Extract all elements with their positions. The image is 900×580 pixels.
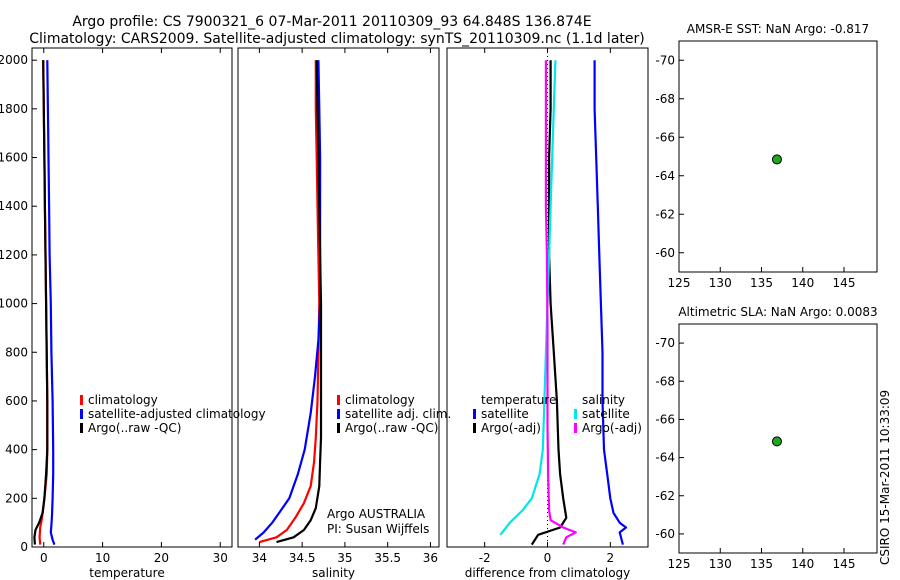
salinity-annotation-line1: Argo AUSTRALIA: [327, 507, 426, 521]
salinity-xtick-label: 34.5: [289, 551, 316, 565]
salinity-series-argo-raw-qc-: [276, 60, 323, 544]
amsre-sst-frame: [678, 40, 878, 273]
amsre-sst-ytick-label: -60: [655, 246, 675, 260]
altimetric-sla-ytick-label: -64: [655, 451, 675, 465]
salinity-xtick-label: 36: [423, 551, 438, 565]
amsre-sst-ytick-label: -66: [655, 130, 675, 144]
salinity-legend-label: climatology: [345, 393, 415, 407]
difference-series-temperature-argo-adj-: [530, 60, 568, 546]
difference-legend-temperature-heading: temperature: [481, 393, 556, 407]
temperature-panel: 0 10 20 30 0 200 400 600 800 1000 1200 1400 1600 1800…: [0, 47, 266, 580]
altimetric-sla-xtick-label: 130: [709, 557, 732, 571]
difference-series-temperature-satellite: [593, 60, 628, 545]
altimetric-sla-map: 125 130 135 140 145 -60 -62 -64 -66 -68 -70 Altimet…: [655, 305, 877, 571]
depth-ytick-label: 1000: [0, 297, 28, 311]
temperature-xtick-label: 0: [40, 551, 48, 565]
depth-ytick-label: 800: [5, 345, 28, 359]
temperature-frame: [31, 47, 233, 548]
amsre-sst-map: 125 130 135 140 145 -60 -62 -64 -66 -68 -70 AMSR-E …: [655, 22, 878, 290]
altimetric-sla-xtick-label: 135: [750, 557, 773, 571]
figure-title-line1: Argo profile: CS 7900321_6 07-Mar-2011 2…: [72, 14, 591, 30]
amsre-sst-xtick-label: 130: [709, 276, 732, 290]
difference-series-salinity-satellite: [499, 60, 557, 536]
amsre-sst-xtick-label: 140: [791, 276, 814, 290]
altimetric-sla-title: Altimetric SLA: NaN Argo: 0.0083: [678, 305, 877, 319]
salinity-panel: 34 34.5 35 35.5 36 salinity climatologysatelli…: [237, 47, 451, 580]
depth-ytick-label: 400: [5, 443, 28, 457]
temperature-xlabel: temperature: [89, 566, 164, 580]
depth-ytick-label: 1400: [0, 199, 28, 213]
temperature-legend-label: Argo(..raw -QC): [88, 421, 181, 435]
depth-ytick-label: 2000: [0, 53, 28, 67]
salinity-legend-label: Argo(..raw -QC): [345, 421, 438, 435]
difference-temperature-legend-label: Argo(-adj): [481, 421, 541, 435]
temperature-series-argo-raw-qc-: [33, 60, 49, 545]
amsre-sst-title: AMSR-E SST: NaN Argo: -0.817: [687, 22, 869, 36]
temperature-xtick-label: 20: [154, 551, 169, 565]
difference-salinity-legend-swatch: [574, 409, 577, 419]
amsre-sst-ytick-label: -70: [655, 53, 675, 67]
salinity-legend-swatch: [337, 409, 340, 419]
salinity-xtick-label: 34: [252, 551, 267, 565]
salinity-series-climatology: [259, 60, 321, 544]
salinity-legend-swatch: [337, 423, 340, 433]
amsre-sst-argo-location-marker: [771, 154, 782, 165]
salinity-xtick-label: 35.5: [374, 551, 401, 565]
difference-legend-salinity-heading: salinity: [582, 393, 625, 407]
temperature-legend-swatch: [80, 423, 83, 433]
altimetric-sla-frame: [678, 323, 878, 554]
temperature-legend-label: climatology: [88, 393, 158, 407]
credit-timestamp: CSIRO 15-Mar-2011 10:33:09: [878, 390, 892, 565]
depth-ytick-label: 1200: [0, 248, 28, 262]
altimetric-sla-ytick-label: -66: [655, 412, 675, 426]
figure-title-line2: Climatology: CARS2009. Satellite-adjuste…: [29, 31, 644, 47]
altimetric-sla-argo-location-marker: [771, 436, 782, 447]
difference-xtick-label: -2: [479, 551, 491, 565]
depth-ytick-label: 200: [5, 491, 28, 505]
salinity-xtick-label: 35: [337, 551, 352, 565]
altimetric-sla-xtick-label: 140: [791, 557, 814, 571]
difference-temperature-legend-label: satellite: [481, 407, 529, 421]
salinity-legend-swatch: [337, 395, 340, 405]
altimetric-sla-ytick-label: -60: [655, 527, 675, 541]
temperature-xtick-label: 30: [213, 551, 228, 565]
temperature-legend-label: satellite-adjusted climatology: [88, 407, 266, 421]
difference-xtick-label: 0: [544, 551, 552, 565]
altimetric-sla-ytick-label: -70: [655, 336, 675, 350]
depth-ytick-label: 1800: [0, 102, 28, 116]
salinity-frame: [237, 47, 440, 548]
salinity-legend-label: satellite adj. clim.: [345, 407, 451, 421]
temperature-series-satellite-adjusted-climatology: [46, 60, 56, 545]
amsre-sst-xtick-label: 145: [833, 276, 856, 290]
amsre-sst-ytick-label: -62: [655, 207, 675, 221]
temperature-legend-swatch: [80, 409, 83, 419]
temperature-legend-swatch: [80, 395, 83, 405]
altimetric-sla-xtick-label: 145: [833, 557, 856, 571]
salinity-annotation-line2: PI: Susan Wijffels: [327, 522, 429, 536]
difference-temperature-legend-swatch: [473, 423, 476, 433]
difference-temperature-legend-swatch: [473, 409, 476, 419]
amsre-sst-ytick-label: -64: [655, 169, 675, 183]
amsre-sst-ytick-label: -68: [655, 92, 675, 106]
depth-ytick-label: 600: [5, 394, 28, 408]
difference-salinity-legend-label: Argo(-adj): [582, 421, 642, 435]
amsre-sst-xtick-label: 135: [750, 276, 773, 290]
difference-series-salinity-argo-adj-: [544, 60, 577, 546]
difference-xlabel: difference from climatology: [465, 566, 631, 580]
difference-xtick-label: 2: [606, 551, 614, 565]
difference-salinity-legend-label: satellite: [582, 407, 630, 421]
depth-ytick-label: 1600: [0, 151, 28, 165]
altimetric-sla-ytick-label: -68: [655, 374, 675, 388]
salinity-xlabel: salinity: [312, 566, 355, 580]
difference-salinity-legend-swatch: [574, 423, 577, 433]
altimetric-sla-ytick-label: -62: [655, 489, 675, 503]
altimetric-sla-xtick-label: 125: [668, 557, 691, 571]
amsre-sst-xtick-label: 125: [668, 276, 691, 290]
depth-ytick-label: 0: [20, 540, 28, 554]
salinity-series-satellite-adj-clim-: [254, 60, 322, 541]
temperature-xtick-label: 10: [95, 551, 110, 565]
